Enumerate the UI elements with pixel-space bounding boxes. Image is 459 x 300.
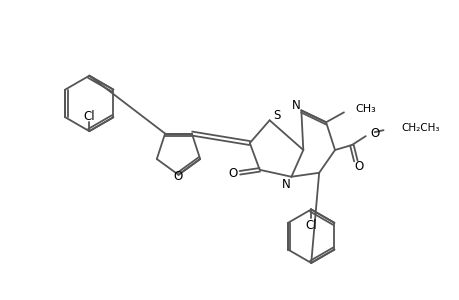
Text: Cl: Cl (305, 219, 316, 232)
Text: O: O (228, 167, 237, 180)
Text: N: N (291, 99, 300, 112)
Text: Cl: Cl (84, 110, 95, 123)
Text: O: O (174, 170, 183, 183)
Text: O: O (353, 160, 363, 173)
Text: CH₂CH₃: CH₂CH₃ (401, 123, 439, 133)
Text: O: O (370, 127, 379, 140)
Text: N: N (281, 178, 290, 191)
Text: S: S (272, 109, 280, 122)
Text: CH₃: CH₃ (355, 104, 376, 114)
